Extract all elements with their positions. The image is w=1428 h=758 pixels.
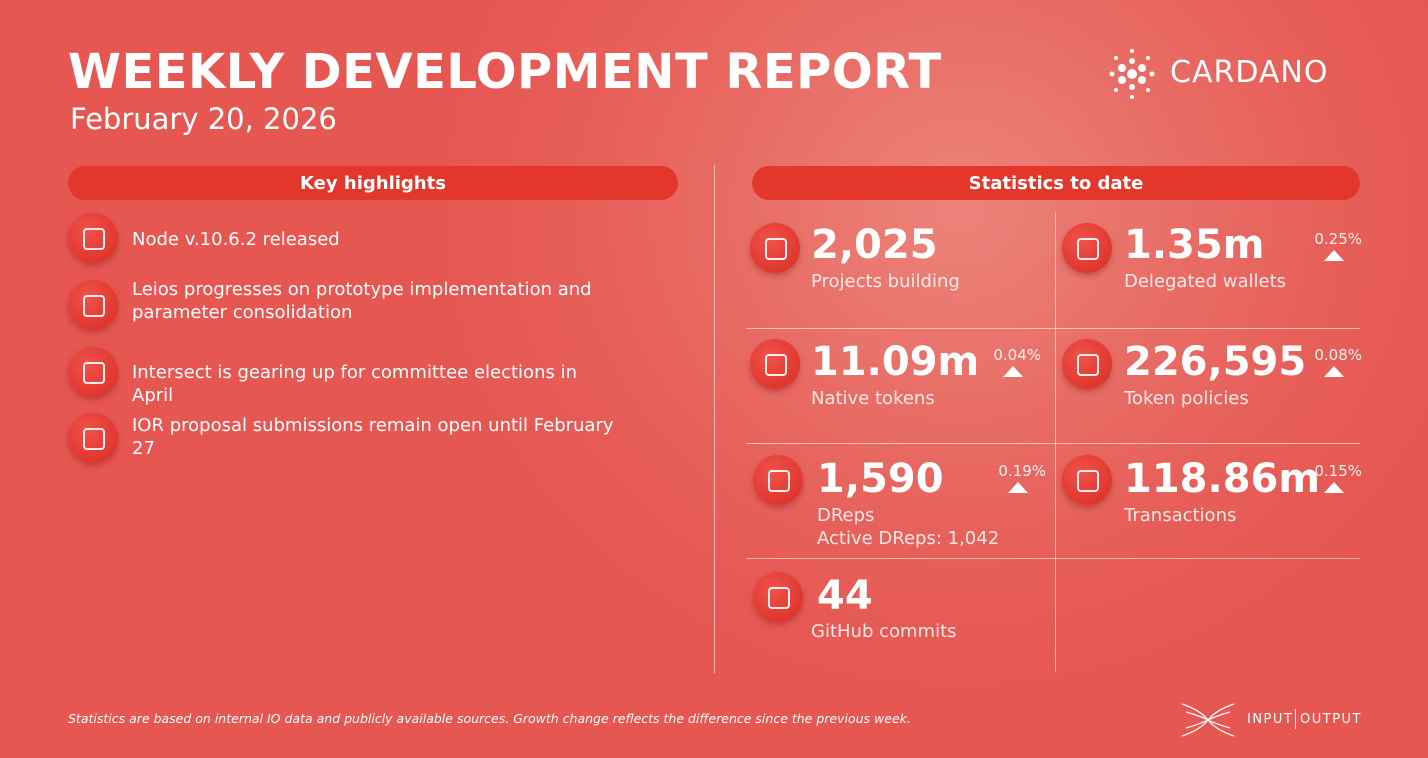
title: WEEKLY DEVELOPMENT REPORT — [68, 44, 942, 100]
stat-icon — [1062, 455, 1112, 505]
stat-icon — [1062, 223, 1112, 273]
divider — [714, 165, 715, 673]
date: February 20, 2026 — [70, 102, 337, 136]
stat-sublabel: Active DReps: 1,042 — [817, 528, 1000, 549]
stat-value: 1,590 — [817, 456, 944, 502]
stat-change: 0.15% — [1314, 462, 1362, 480]
statistics-title: Statistics to date — [752, 166, 1360, 200]
io-logo-mark — [1181, 703, 1235, 737]
brand-right: OUTPUT — [1300, 712, 1362, 727]
highlight-text: Leios progresses on prototype implementa… — [132, 279, 592, 323]
stat-icon — [750, 339, 800, 389]
stat-value: 118.86m — [1124, 456, 1321, 502]
up-arrow — [1003, 366, 1023, 377]
grid-divider — [746, 443, 1360, 444]
stat-change: 0.25% — [1314, 230, 1362, 248]
highlight-text: IOR proposal submissions remain open unt… — [132, 415, 614, 459]
stat-label: DReps — [817, 505, 875, 526]
footnote: Statistics are based on internal IO data… — [68, 711, 911, 726]
stat-label: Transactions — [1124, 505, 1237, 526]
grid-divider — [746, 558, 1360, 559]
grid-divider — [746, 328, 1360, 329]
stat-icon — [1062, 339, 1112, 389]
stat-change: 0.04% — [993, 346, 1041, 364]
stat-label: GitHub commits — [811, 621, 957, 642]
stat-label: Projects building — [811, 271, 960, 292]
stat-change: 0.19% — [998, 462, 1046, 480]
stat-icon — [750, 223, 800, 273]
stat-value: 1.35m — [1124, 222, 1265, 268]
stat-value: 2,025 — [811, 222, 938, 268]
stat-value: 226,595 — [1124, 339, 1307, 385]
brand-left: INPUT — [1247, 712, 1294, 727]
highlight-icon — [68, 413, 118, 463]
highlight-icon — [68, 280, 118, 330]
grid-divider — [1055, 212, 1056, 672]
stat-change: 0.08% — [1314, 346, 1362, 364]
stat-value: 44 — [817, 573, 873, 619]
up-arrow — [1324, 482, 1344, 493]
stat-label: Delegated wallets — [1124, 271, 1287, 292]
stat-label: Token policies — [1124, 388, 1249, 409]
highlight-icon — [68, 213, 118, 263]
highlights-title: Key highlights — [68, 166, 678, 200]
brand-separator — [1295, 709, 1296, 729]
up-arrow — [1324, 366, 1344, 377]
stat-value: 11.09m — [811, 339, 980, 385]
up-arrow — [1008, 482, 1028, 493]
up-arrow — [1324, 250, 1344, 261]
cardano-logo-mark — [1109, 49, 1155, 99]
logo-text: CARDANO — [1170, 55, 1329, 90]
stat-icon — [753, 455, 803, 505]
stat-label: Native tokens — [811, 388, 935, 409]
stat-icon — [753, 572, 803, 622]
highlight-text: Node v.10.6.2 released — [132, 229, 340, 250]
highlight-icon — [68, 347, 118, 397]
highlight-text: Intersect is gearing up for committee el… — [132, 362, 577, 406]
